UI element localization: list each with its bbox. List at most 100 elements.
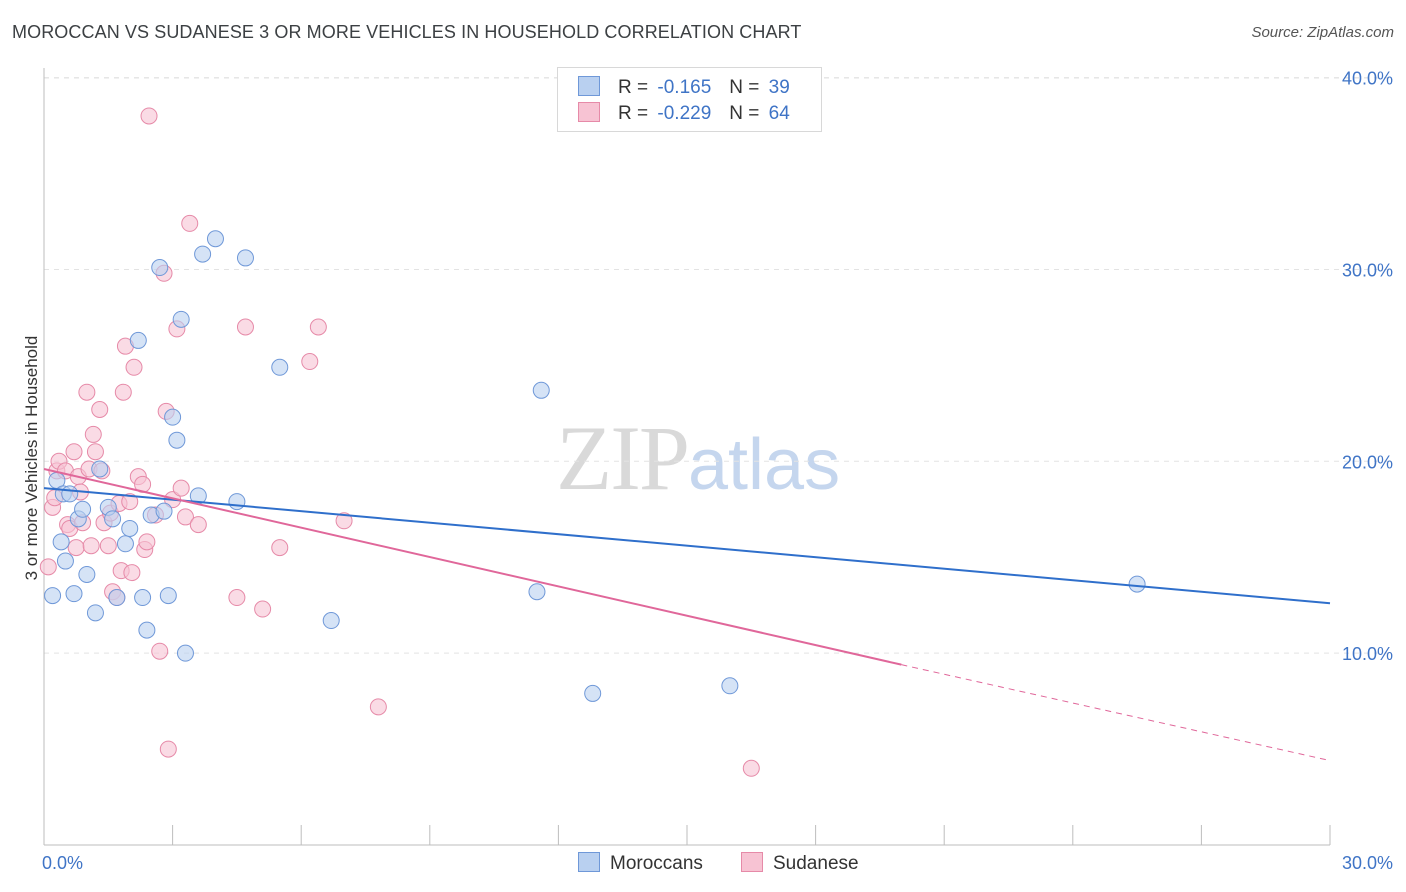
moroccan-point — [194, 245, 212, 263]
moroccan-point — [532, 381, 550, 399]
moroccan-point — [206, 230, 224, 248]
moroccan-point — [164, 408, 182, 426]
y-axis-label: 3 or more Vehicles in Household — [22, 336, 41, 581]
y-tick-label: 20.0% — [1342, 452, 1393, 472]
trend-lines — [43, 467, 1331, 762]
sudanese-point — [151, 642, 169, 660]
sudanese-point — [78, 383, 96, 401]
sudanese-point — [65, 443, 83, 461]
y-tick-label: 30.0% — [1342, 260, 1393, 280]
moroccan-point — [134, 589, 152, 607]
sudanese-point — [67, 539, 85, 557]
moroccans-legend-label: Moroccans — [610, 853, 703, 874]
sudanese-point — [301, 353, 319, 371]
n-label: N = — [729, 103, 760, 124]
moroccan-point — [86, 604, 104, 622]
moroccan-point — [74, 500, 92, 518]
moroccan-point — [721, 677, 739, 695]
moroccan-point — [52, 533, 70, 551]
moroccan-point — [159, 587, 177, 605]
sudanese-point — [254, 600, 272, 618]
sudanese-point — [181, 214, 199, 232]
n-value: 64 — [768, 103, 790, 124]
moroccan-point — [155, 502, 173, 520]
moroccan-point — [78, 565, 96, 583]
sudanese-point — [140, 107, 158, 125]
moroccan-point — [91, 460, 109, 478]
sudanese-point — [172, 479, 190, 497]
axes — [43, 68, 1331, 846]
moroccans-swatch — [578, 76, 600, 96]
sudanese-point — [99, 537, 117, 555]
moroccan-point — [1128, 575, 1146, 593]
grid-lines — [44, 77, 1392, 654]
legend-row-moroccans: R = -0.165 N = 39 — [578, 76, 790, 100]
legend-item-sudanese: Sudanese — [741, 852, 859, 875]
tick-labels: 10.0% 20.0% 30.0% 40.0% 0.0% 30.0% — [42, 69, 1393, 873]
r-label: R = — [618, 77, 649, 98]
sudanese-point — [271, 539, 289, 557]
sudanese-point — [125, 358, 143, 376]
moroccan-point — [121, 519, 139, 537]
moroccan-point — [176, 644, 194, 662]
moroccan-point — [61, 485, 79, 503]
sudanese-swatch — [578, 102, 600, 122]
sudanese-point — [84, 425, 102, 443]
moroccan-point — [116, 535, 134, 553]
moroccan-point — [56, 552, 74, 570]
x-tick-label: 0.0% — [42, 853, 83, 873]
n-label: N = — [729, 77, 760, 98]
chart-title: MOROCCAN VS SUDANESE 3 OR MORE VEHICLES … — [12, 22, 802, 42]
sudanese-point — [138, 533, 156, 551]
moroccan-point — [528, 583, 546, 601]
sudanese-point — [121, 493, 139, 511]
moroccan-point — [322, 612, 340, 630]
sudanese-trend-line — [43, 467, 902, 666]
moroccan-point — [584, 684, 602, 702]
sudanese-point — [39, 558, 57, 576]
sudanese-point — [114, 383, 132, 401]
series-legend: Moroccans Sudanese — [0, 852, 1406, 878]
watermark-zip: ZIP — [556, 407, 690, 509]
sudanese-point — [159, 740, 177, 758]
moroccan-point — [236, 249, 254, 267]
sudanese-point — [236, 318, 254, 336]
moroccan-point — [168, 431, 186, 449]
legend-item-moroccans: Moroccans — [578, 852, 703, 875]
sudanese-point — [82, 537, 100, 555]
moroccan-point — [271, 358, 289, 376]
stats-legend: R = -0.165 N = 39 R = -0.229 N = 64 — [557, 67, 822, 132]
sudanese-point — [742, 759, 760, 777]
sudanese-point — [228, 589, 246, 607]
sudanese-point — [86, 443, 104, 461]
sudanese-points — [39, 107, 760, 777]
moroccan-point — [172, 310, 190, 328]
r-value: -0.165 — [657, 77, 712, 98]
moroccan-point — [65, 585, 83, 603]
sudanese-trend-extension — [901, 664, 1331, 762]
n-value: 39 — [768, 77, 790, 98]
watermark-atlas: atlas — [688, 425, 841, 505]
watermark: ZIPatlas — [556, 405, 840, 511]
sudanese-point — [123, 564, 141, 582]
moroccan-point — [138, 621, 156, 639]
y-tick-label: 40.0% — [1342, 69, 1393, 89]
sudanese-point — [176, 508, 194, 526]
sudanese-point — [369, 698, 387, 716]
moroccans-legend-swatch — [578, 852, 600, 872]
moroccan-point — [151, 259, 169, 277]
moroccan-point — [104, 510, 122, 528]
moroccan-point — [44, 587, 62, 605]
sudanese-legend-label: Sudanese — [773, 853, 859, 874]
moroccan-point — [108, 589, 126, 607]
r-value: -0.229 — [657, 103, 712, 124]
sudanese-point — [189, 516, 207, 534]
y-tick-label: 10.0% — [1342, 644, 1393, 664]
sudanese-point — [309, 318, 327, 336]
sudanese-legend-swatch — [741, 852, 763, 872]
sudanese-point — [91, 400, 109, 418]
x-tick-label: 30.0% — [1342, 853, 1393, 873]
moroccan-points — [44, 230, 1146, 702]
moroccan-point — [228, 493, 246, 511]
